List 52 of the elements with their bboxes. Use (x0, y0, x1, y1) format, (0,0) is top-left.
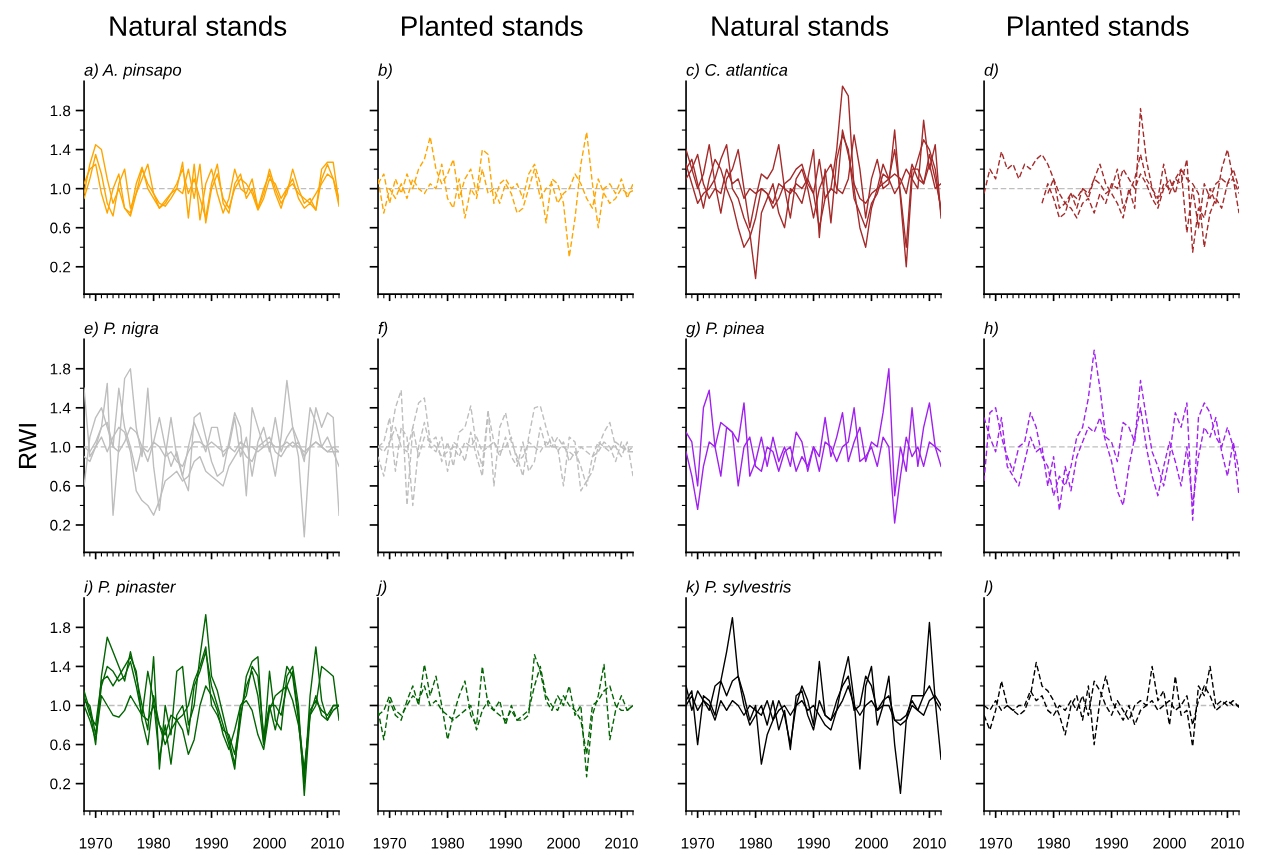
y-tick-label: 0.2 (50, 519, 71, 531)
y-tick-label: 0.2 (50, 261, 71, 273)
x-tick-label: 1980 (1037, 837, 1070, 849)
chart-title: f) (378, 321, 388, 338)
chart-subtitle: Planted stands (402, 15, 583, 36)
chart-subtitle: Natural stands (110, 15, 287, 36)
chart-title: b) (378, 63, 392, 80)
chart-title: c) C. atlantica (686, 63, 788, 80)
y-tick-label: 1.0 (50, 700, 71, 712)
y-tick-label: 1.0 (50, 183, 71, 195)
x-tick-label: 2000 (547, 837, 580, 849)
chart-subtitle: Natural stands (712, 15, 889, 36)
y-tick-label: 0.6 (50, 222, 71, 234)
x-tick-label: 1990 (195, 837, 228, 849)
chart-title: k) P. sylvestris (686, 580, 791, 596)
chart-title: e) P. nigra (84, 321, 159, 338)
y-tick-label: 1.8 (50, 105, 71, 117)
x-tick-label: 2000 (1153, 837, 1186, 849)
x-tick-label: 1970 (373, 837, 407, 849)
x-tick-label: 1980 (739, 837, 772, 849)
x-tick-label: 1970 (681, 837, 715, 849)
chart-title: d) (984, 63, 998, 80)
y-tick-label: 0.6 (50, 739, 71, 751)
chart-title: j) (376, 580, 387, 596)
y-tick-label: 1.4 (50, 661, 71, 672)
chart-title: a) A. pinsapo (84, 63, 182, 80)
y-tick-label: 0.6 (50, 480, 71, 492)
x-tick-label: 2010 (605, 837, 638, 849)
chart-subtitle: Planted stands (1008, 15, 1189, 36)
x-tick-label: 1980 (431, 837, 464, 849)
chart-title: g) P. pinea (686, 321, 764, 338)
y-tick-label: 1.4 (50, 402, 71, 414)
x-tick-label: 2010 (311, 837, 344, 849)
x-tick-label: 2000 (855, 837, 888, 849)
chart-title: l) (984, 580, 993, 596)
chart-title: h) (984, 321, 998, 338)
x-tick-label: 1990 (489, 837, 522, 849)
x-tick-label: 1990 (797, 837, 830, 849)
y-tick-label: 1.4 (50, 144, 71, 156)
y-axis-title: RWI (18, 424, 37, 468)
x-tick-label: 1980 (137, 837, 170, 849)
x-tick-label: 2010 (913, 837, 946, 849)
y-tick-label: 1.8 (50, 363, 71, 375)
y-tick-label: 1.0 (50, 441, 71, 453)
chart-title: i) P. pinaster (84, 580, 177, 596)
x-tick-label: 2000 (253, 837, 286, 849)
x-tick-label: 2010 (1211, 837, 1244, 849)
y-tick-label: 1.8 (50, 622, 71, 634)
y-tick-label: 0.2 (50, 778, 71, 790)
x-tick-label: 1970 (979, 837, 1013, 849)
x-tick-label: 1970 (79, 837, 113, 849)
x-tick-label: 1990 (1095, 837, 1128, 849)
